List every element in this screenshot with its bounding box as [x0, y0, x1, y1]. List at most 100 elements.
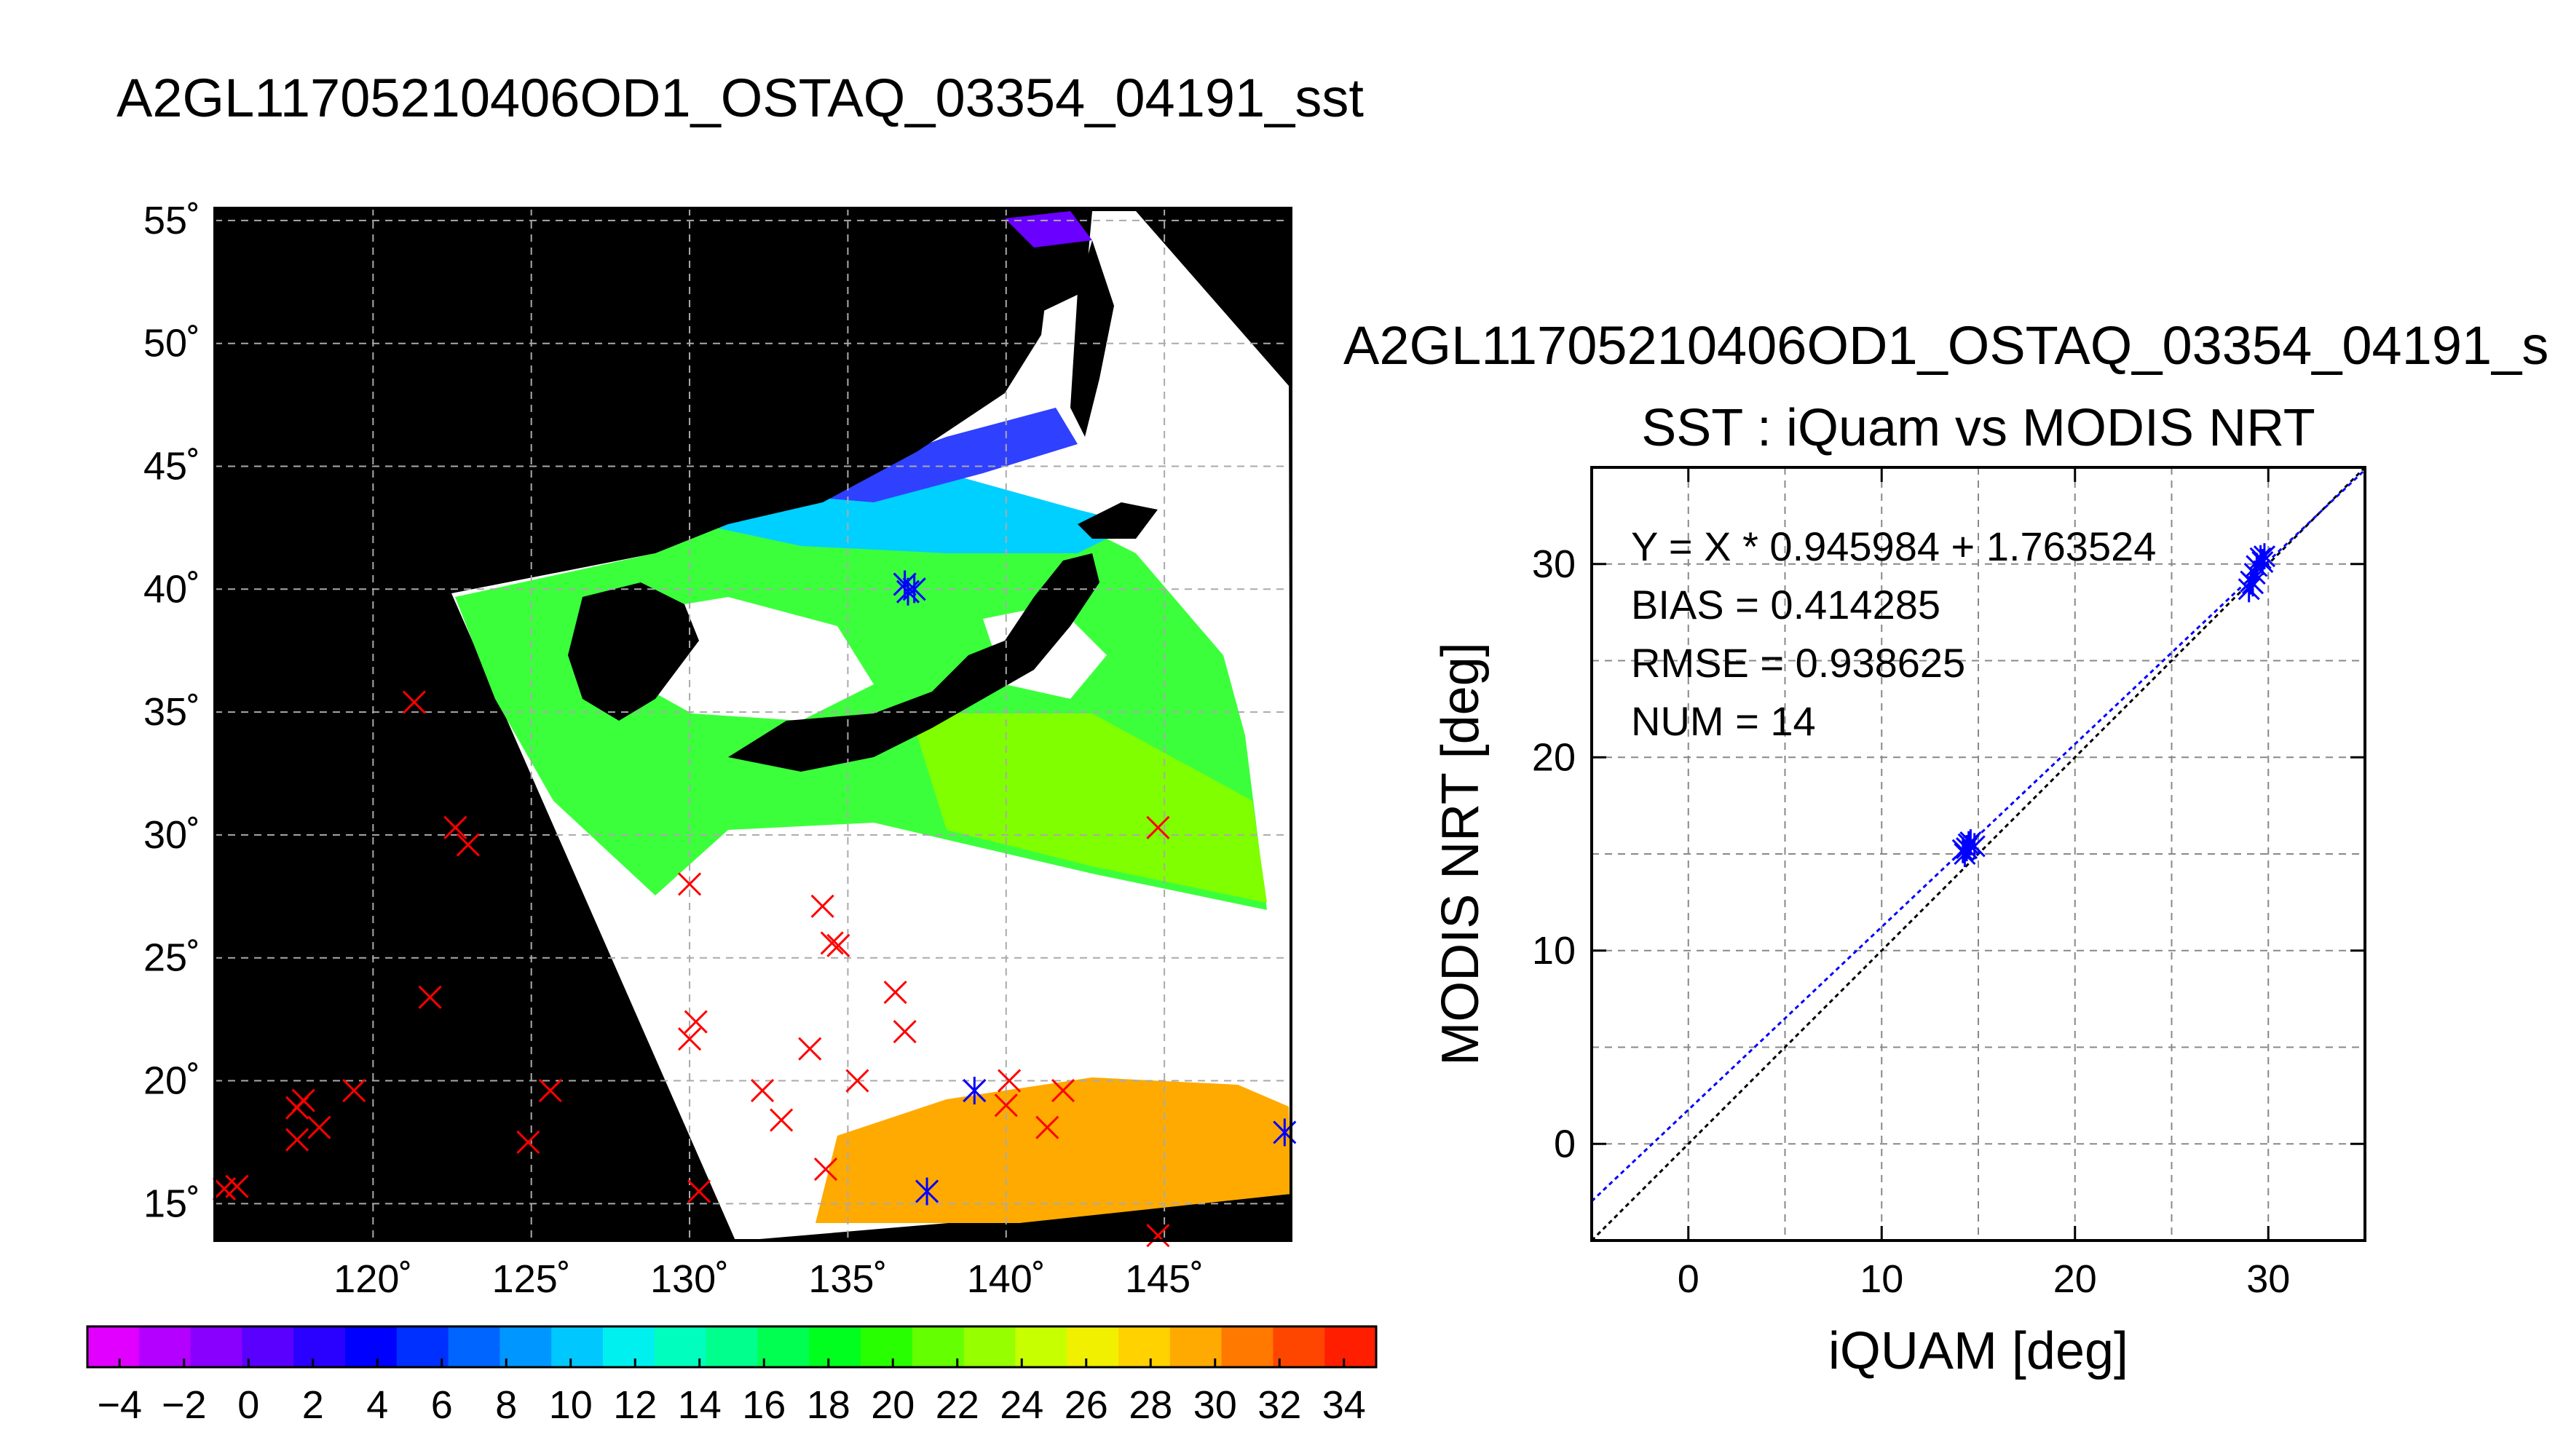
map-red-cross: [798, 1037, 822, 1061]
map-red-cross: [1035, 1115, 1059, 1139]
land-japan-honshu: [728, 553, 1099, 772]
map-blue-asterisk: [902, 575, 926, 604]
map-grid: [215, 208, 1291, 1241]
map-lon-tick-label: 145˚: [1125, 1257, 1204, 1301]
colorbar-swatch: [809, 1326, 861, 1367]
map-red-cross-stroke: [798, 1037, 822, 1061]
map-red-cross-stroke: [307, 1115, 331, 1139]
map-red-cross-stroke: [677, 872, 702, 896]
colorbar-frame: [86, 1325, 1378, 1369]
map-red-cross-stroke: [443, 815, 467, 839]
map-red-cross-stroke: [285, 1096, 309, 1120]
map-swath: [215, 208, 1291, 1241]
map-red-cross: [684, 1010, 708, 1034]
colorbar-swatch: [1221, 1326, 1273, 1367]
colorbar-tick-label: 10: [549, 1383, 593, 1427]
map-red-cross-stroke: [402, 690, 426, 714]
map-red-cross: [342, 1078, 366, 1103]
colorbar-tick-label: 8: [495, 1383, 517, 1427]
map-red-cross: [1051, 1078, 1075, 1103]
land-asia-mainland: [215, 208, 1049, 597]
colorbar-swatch: [861, 1326, 913, 1367]
sst-cyan-region: [699, 473, 1136, 553]
map-lon-tick-label: 125˚: [492, 1257, 571, 1301]
map-red-cross: [443, 815, 467, 839]
map-lon-ticks: 120˚ 125˚ 130˚ 135˚ 140˚ 145˚: [333, 1257, 1204, 1301]
map-lat-tick-label: 20˚: [143, 1059, 200, 1103]
y-axis-label: MODIS NRT [deg]: [1431, 642, 1490, 1066]
map-lat-tick-label: 30˚: [143, 813, 200, 857]
map-lat-tick-label: 45˚: [143, 445, 200, 488]
scatter-points: [1951, 543, 2276, 867]
map-red-cross-stroke: [456, 833, 480, 857]
map-red-cross-stroke: [687, 1179, 711, 1203]
map-red-cross-stroke: [342, 1078, 366, 1103]
map-red-cross-stroke: [826, 933, 850, 957]
map-red-cross-stroke: [516, 1130, 540, 1155]
map-red-cross: [307, 1115, 331, 1139]
map-red-cross-stroke: [418, 985, 442, 1009]
colorbar-swatch: [396, 1326, 449, 1367]
colorbar-tick-label: 22: [936, 1383, 979, 1427]
scatter-title: SST : iQuam vs MODIS NRT: [1641, 399, 2315, 457]
colorbar-swatch: [1015, 1326, 1067, 1367]
scatter-plot: 0 10 20 30 0 10 20 30 Y = X * 0.945984 + 1.763…: [1532, 466, 2366, 1301]
scatter-annotation: Y = X * 0.945984 + 1.763524: [1631, 523, 2156, 569]
colorbar-swatch: [757, 1326, 810, 1367]
colorbar-swatch: [190, 1326, 242, 1367]
colorbar-tick-label: 24: [1000, 1383, 1043, 1427]
scatter-y-tick-label: 0: [1554, 1122, 1576, 1166]
colorbar-tick-label: 14: [678, 1383, 722, 1427]
scatter-point: [2243, 561, 2266, 587]
map-title: A2GL11705210406OD1_OSTAQ_03354_04191_sst: [117, 68, 1364, 128]
map-lat-tick-label: 25˚: [143, 936, 200, 980]
colorbar-swatch: [963, 1326, 1016, 1367]
scatter-x-tick-label: 10: [1860, 1257, 1903, 1301]
colorbar-tick-label: 6: [431, 1383, 453, 1427]
colorbar-swatch: [138, 1326, 191, 1367]
map-red-cross-stroke: [770, 1108, 794, 1132]
map-red-cross-stroke: [1146, 1224, 1170, 1248]
map-lat-tick-label: 50˚: [143, 322, 200, 365]
land-korea: [568, 582, 699, 721]
map-red-cross: [225, 1174, 249, 1198]
colorbar-tick-label: 34: [1322, 1383, 1366, 1427]
scatter-point: [1956, 835, 1978, 862]
map-blue-asterisk: [963, 1077, 987, 1105]
scatter-annotation: NUM = 14: [1631, 698, 1816, 744]
map-red-cross-stroke: [883, 980, 907, 1005]
colorbar-swatch: [654, 1326, 707, 1367]
land-hokkaido: [1078, 502, 1158, 539]
colorbar-swatch: [1273, 1326, 1325, 1367]
map-red-cross: [538, 1078, 562, 1103]
colorbar-swatch: [1118, 1326, 1171, 1367]
map-lat-tick-label: 15˚: [143, 1182, 200, 1225]
colorbar-swatch: [1067, 1326, 1119, 1367]
map-red-cross-stroke: [845, 1069, 869, 1093]
scatter-x-tick-label: 20: [2053, 1257, 2097, 1301]
colorbar-tick-label: 0: [237, 1383, 259, 1427]
map-red-cross-stroke: [677, 1027, 702, 1051]
colorbar-tick-label: −4: [97, 1383, 142, 1427]
colorbar-swatch: [87, 1326, 140, 1367]
colorbar-swatch: [912, 1326, 965, 1367]
map-red-cross: [402, 690, 426, 714]
colorbar-swatch: [1324, 1326, 1377, 1367]
colorbar-tick-label: 28: [1129, 1383, 1172, 1427]
colorbar-swatch: [345, 1326, 398, 1367]
sst-green-region-2: [910, 713, 1267, 903]
map-red-cross: [826, 933, 850, 957]
colorbar-swatch: [551, 1326, 604, 1367]
colorbar-tick-label: 2: [302, 1383, 324, 1427]
map-lat-tick-label: 35˚: [143, 690, 200, 734]
map-red-cross-stroke: [998, 1069, 1022, 1093]
map-lat-tick-label: 40˚: [143, 567, 200, 611]
colorbar-tick-label: 26: [1065, 1383, 1108, 1427]
map-red-cross-stroke: [285, 1128, 309, 1152]
map-frame: [213, 207, 1292, 1242]
map-blue-asterisk: [915, 1177, 939, 1206]
sst-orange-region: [816, 1077, 1291, 1223]
cloud-patch-3: [728, 830, 947, 925]
colorbar-tick-label: 20: [871, 1383, 915, 1427]
colorbar-swatch: [242, 1326, 294, 1367]
